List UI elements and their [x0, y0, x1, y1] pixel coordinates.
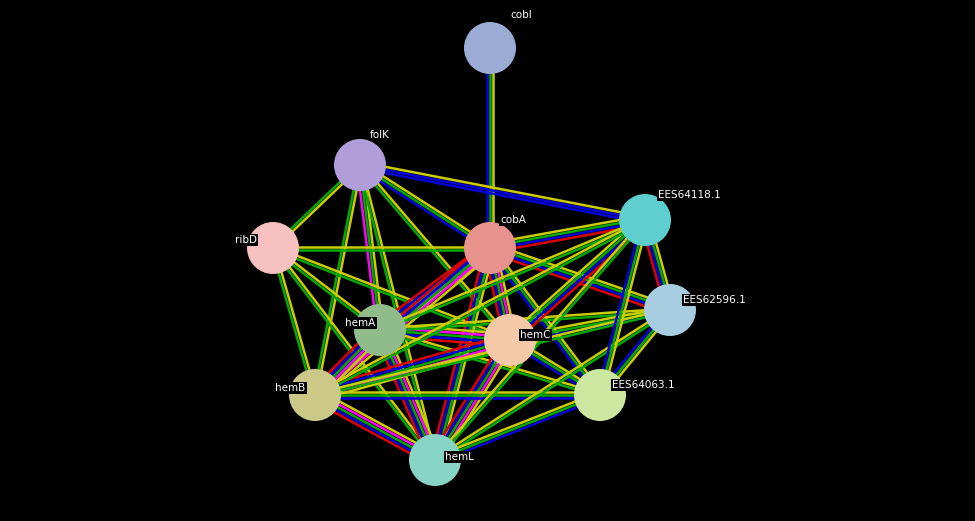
- Text: EES64118.1: EES64118.1: [658, 190, 721, 200]
- Circle shape: [354, 304, 406, 356]
- Circle shape: [409, 434, 461, 486]
- Circle shape: [289, 369, 341, 421]
- Text: ribD: ribD: [235, 235, 257, 245]
- Text: cobI: cobI: [510, 10, 531, 20]
- Text: folK: folK: [370, 130, 390, 140]
- Text: hemA: hemA: [345, 318, 375, 328]
- Text: hemB: hemB: [275, 383, 305, 393]
- Circle shape: [619, 194, 671, 246]
- Text: EES62596.1: EES62596.1: [683, 295, 746, 305]
- Circle shape: [644, 284, 696, 336]
- Text: hemC: hemC: [520, 330, 551, 340]
- Circle shape: [464, 22, 516, 74]
- Circle shape: [574, 369, 626, 421]
- Text: cobA: cobA: [500, 215, 526, 225]
- Text: EES64063.1: EES64063.1: [612, 380, 675, 390]
- Circle shape: [464, 222, 516, 274]
- Circle shape: [334, 139, 386, 191]
- Circle shape: [247, 222, 299, 274]
- Circle shape: [484, 314, 536, 366]
- Text: hemL: hemL: [445, 452, 474, 462]
